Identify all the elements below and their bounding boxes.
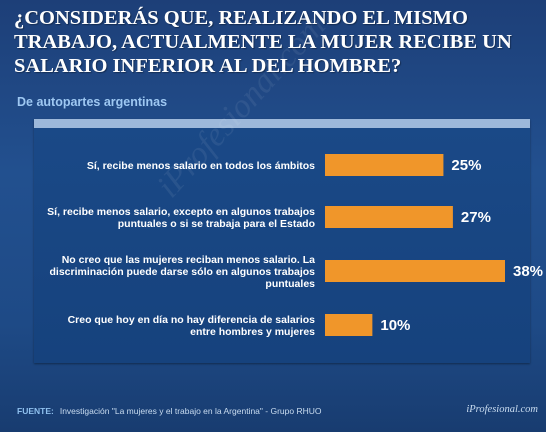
subtitle: De autopartes argentinas xyxy=(17,95,168,109)
bar-3 xyxy=(325,260,505,282)
bar-2 xyxy=(325,206,453,228)
bar-4 xyxy=(325,314,373,336)
category-label-4: Creo que hoy en día no hay diferencia de… xyxy=(68,314,316,338)
value-label-4: 10% xyxy=(380,317,410,334)
value-label-2: 27% xyxy=(461,209,491,226)
chart-panel: 25% Sí, recibe menos salario en todos los… xyxy=(34,119,543,363)
source-label: FUENTE: xyxy=(17,406,54,416)
category-label-1: Sí, recibe menos salario en todos los ám… xyxy=(87,160,315,172)
bar-chart: 25% Sí, recibe menos salario en todos los… xyxy=(47,154,543,338)
brand-logo-text: iProfesional.com xyxy=(466,404,538,415)
source-text: Investigación "La mujeres y el trabajo e… xyxy=(59,406,322,416)
category-label-3: No creo que las mujeres reciban menos sa… xyxy=(50,254,316,290)
value-label-3: 38% xyxy=(513,263,543,280)
page-title: ¿CONSIDERÁS QUE, REALIZANDO EL MISMO TRA… xyxy=(14,7,512,77)
bar-1 xyxy=(325,154,444,176)
value-label-1: 25% xyxy=(451,157,481,174)
source-note: FUENTE: Investigación "La mujeres y el tr… xyxy=(17,406,321,416)
category-label-2: Sí, recibe menos salario, excepto en alg… xyxy=(47,206,315,230)
